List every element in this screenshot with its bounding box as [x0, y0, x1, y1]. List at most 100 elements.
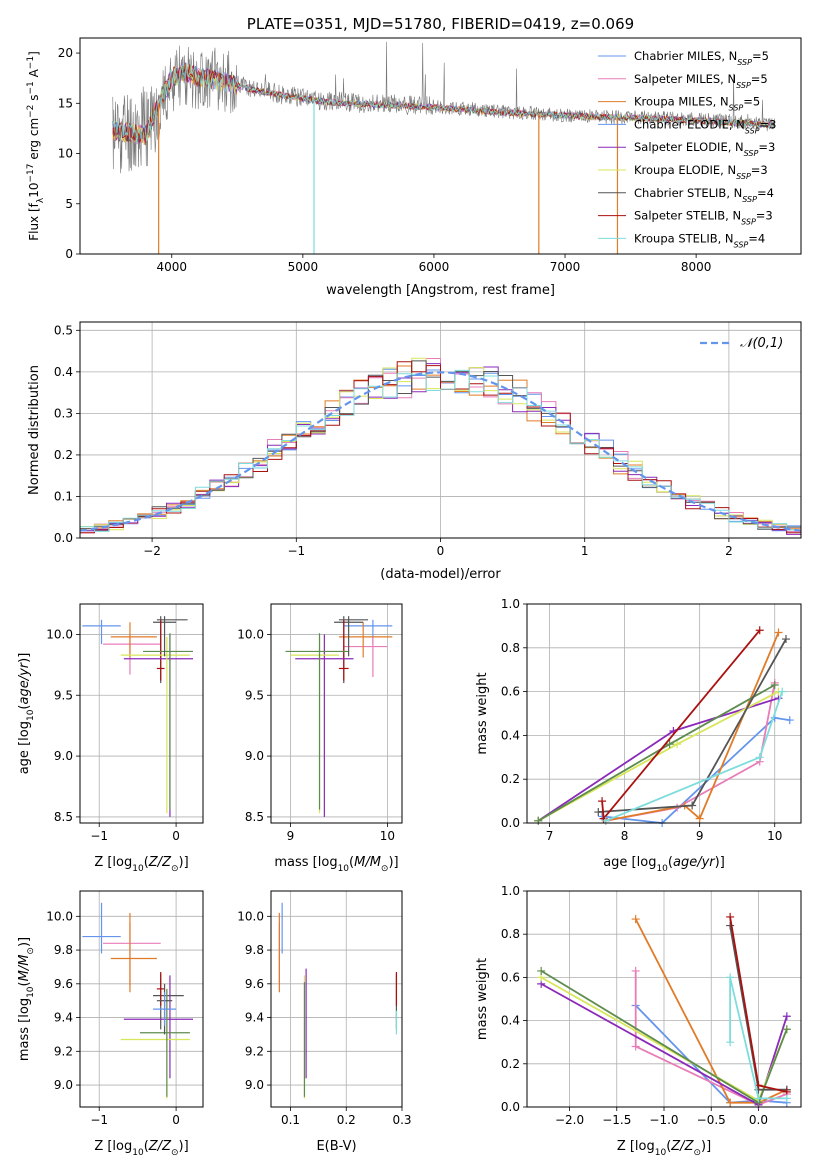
x-axis-label: wavelength [Angstrom, rest frame] — [326, 283, 555, 298]
spectrum-panel: 4000 5000 6000 7000 8000 0 5 10 15 20 PLATE=0351, … — [26, 15, 802, 298]
x-axis-label: Z [log10(Z/Z⊙)] — [617, 1139, 711, 1158]
y-tick-label: 0.1 — [54, 489, 73, 503]
weight-marker — [781, 635, 790, 644]
legend-entry-main: Salpeter MILES, N — [634, 72, 736, 86]
y-axis-label: mass weight — [475, 958, 490, 1040]
legend-entry-sub: SSP — [742, 194, 757, 203]
errorbars — [285, 616, 393, 817]
weight-marker — [688, 801, 697, 810]
legend-entry-tail: =4 — [748, 231, 765, 245]
y-tick-label: 1.0 — [501, 884, 520, 898]
x-tick-label: 8 — [621, 829, 629, 843]
axes-frame — [79, 37, 802, 255]
errorbars — [82, 616, 194, 817]
weight-marker — [782, 1012, 791, 1021]
x-tick-label: 6000 — [419, 260, 450, 274]
axes-frame — [79, 603, 204, 824]
y-tick-label: 9.5 — [54, 688, 73, 702]
weight-line — [537, 690, 779, 822]
legend-entry-main: Salpeter ELODIE, N — [634, 140, 744, 154]
x-tick-label: −1 — [90, 829, 108, 843]
axes-frame — [270, 890, 403, 1108]
x-tick-label: 7000 — [550, 260, 581, 274]
axes-frame — [526, 603, 802, 824]
legend-entry-sub: SSP — [744, 149, 759, 158]
y-tick-label: 10.0 — [46, 627, 73, 641]
weight-marker — [770, 681, 779, 690]
y-tick-label: 0.2 — [54, 448, 73, 462]
y-tick-label: 0.3 — [54, 406, 73, 420]
axes-frame — [526, 890, 802, 1108]
x-tick-label: 8000 — [681, 260, 712, 274]
legend-entry: Chabrier ELODIE, NSSP=3 — [634, 117, 776, 135]
y-tick-label: 5 — [65, 197, 73, 211]
weight-marker — [631, 966, 640, 975]
y-axis-label-group: mass [log10(M/M⊙)] — [17, 937, 36, 1061]
weight-marker — [537, 966, 546, 975]
legend-entry-tail: =3 — [758, 140, 775, 154]
axes-frame — [79, 321, 802, 539]
legend-entry-main: Chabrier MILES, N — [634, 49, 737, 63]
x-tick-label: −0.5 — [697, 1113, 726, 1127]
errorbars — [82, 902, 194, 1099]
y-axis-label-group: Flux [fλ10−17 erg cm−2 s−1 A−1] — [26, 51, 46, 241]
y-tick-label: 0.6 — [501, 970, 520, 984]
age-vs-mass-panel: 9 10 8.5 9.0 9.5 10.0 mass [log10(M/M⊙)] — [237, 603, 403, 874]
legend-entry: Chabrier STELIB, NSSP=4 — [634, 186, 774, 204]
y-tick-label: 9.2 — [245, 1044, 264, 1058]
y-tick-label: 9.6 — [54, 977, 73, 991]
weight-marker — [726, 1098, 735, 1107]
weight-marker — [726, 912, 735, 921]
x-tick-label: −1 — [90, 1113, 108, 1127]
y-tick-label: 10.0 — [46, 909, 73, 923]
legend-entry-tail: =5 — [751, 72, 768, 86]
weight-marker — [755, 626, 764, 635]
weight-line — [634, 918, 788, 1104]
weight-line — [602, 716, 790, 824]
mass-weight-vs-metallicity-panel: −2.0 −1.5 −1.0 −0.5 0.0 0.0 0.2 0.4 0.6 0.8 1.0 mas… — [475, 884, 802, 1158]
x-axis-label: E(B-V) — [316, 1139, 356, 1154]
legend-entry: Salpeter ELODIE, NSSP=3 — [634, 140, 775, 158]
y-tick-label: 0.4 — [501, 1014, 520, 1028]
x-tick-label: 10 — [767, 829, 782, 843]
legend-entry: 𝒩(0,1) — [740, 336, 783, 351]
weight-lines — [537, 912, 791, 1109]
y-tick-label: 0 — [65, 247, 73, 261]
y-tick-label: 10.0 — [237, 627, 264, 641]
y-tick-label: 0.4 — [501, 728, 520, 742]
errorbars — [278, 902, 398, 1099]
legend-entry-tail: =3 — [756, 209, 773, 223]
legend-entry-main: Kroupa MILES, N — [634, 95, 729, 109]
y-tick-label: 1.0 — [501, 597, 520, 611]
legend-entry-main: Salpeter STELIB, N — [634, 209, 741, 223]
y-axis-label-group: age [log10(age/yr)] — [17, 653, 36, 775]
weight-marker — [774, 628, 783, 637]
legend-entry-main: Kroupa STELIB, N — [634, 231, 734, 245]
mass-vs-extinction-panel: 0.1 0.2 0.3 9.0 9.2 9.4 9.6 9.8 10.0 E(B-V) — [237, 890, 412, 1154]
x-tick-label: 10 — [380, 829, 395, 843]
legend-entry-main: Kroupa ELODIE, N — [634, 163, 736, 177]
y-tick-label: 9.6 — [245, 977, 264, 991]
y-tick-label: 0.0 — [501, 1100, 520, 1114]
axes-frame — [79, 890, 204, 1108]
weight-marker — [594, 808, 603, 817]
y-axis-label: mass weight — [475, 672, 490, 754]
x-tick-label: 2 — [725, 544, 733, 558]
x-tick-label: −1 — [287, 544, 305, 558]
weight-marker — [782, 1025, 791, 1034]
y-tick-label: 9.8 — [54, 943, 73, 957]
legend-entry-sub: SSP — [736, 80, 751, 89]
legend-entry-sub: SSP — [741, 217, 756, 226]
y-tick-label: 0.4 — [54, 365, 73, 379]
legend-entry-sub: SSP — [737, 58, 752, 67]
x-tick-label: 9 — [696, 829, 704, 843]
residual-histogram-panel: −2 −1 0 1 2 0.0 0.1 0.2 0.3 0.4 0.5 (data-model)/er… — [27, 321, 802, 582]
legend-entry-sub: SSP — [729, 103, 744, 112]
y-tick-label: 0.0 — [501, 816, 520, 830]
y-axis-label-group: mass weight — [475, 958, 490, 1040]
y-tick-label: 10.0 — [237, 909, 264, 923]
y-tick-label: 20 — [58, 46, 73, 60]
y-tick-label: 0.8 — [501, 641, 520, 655]
